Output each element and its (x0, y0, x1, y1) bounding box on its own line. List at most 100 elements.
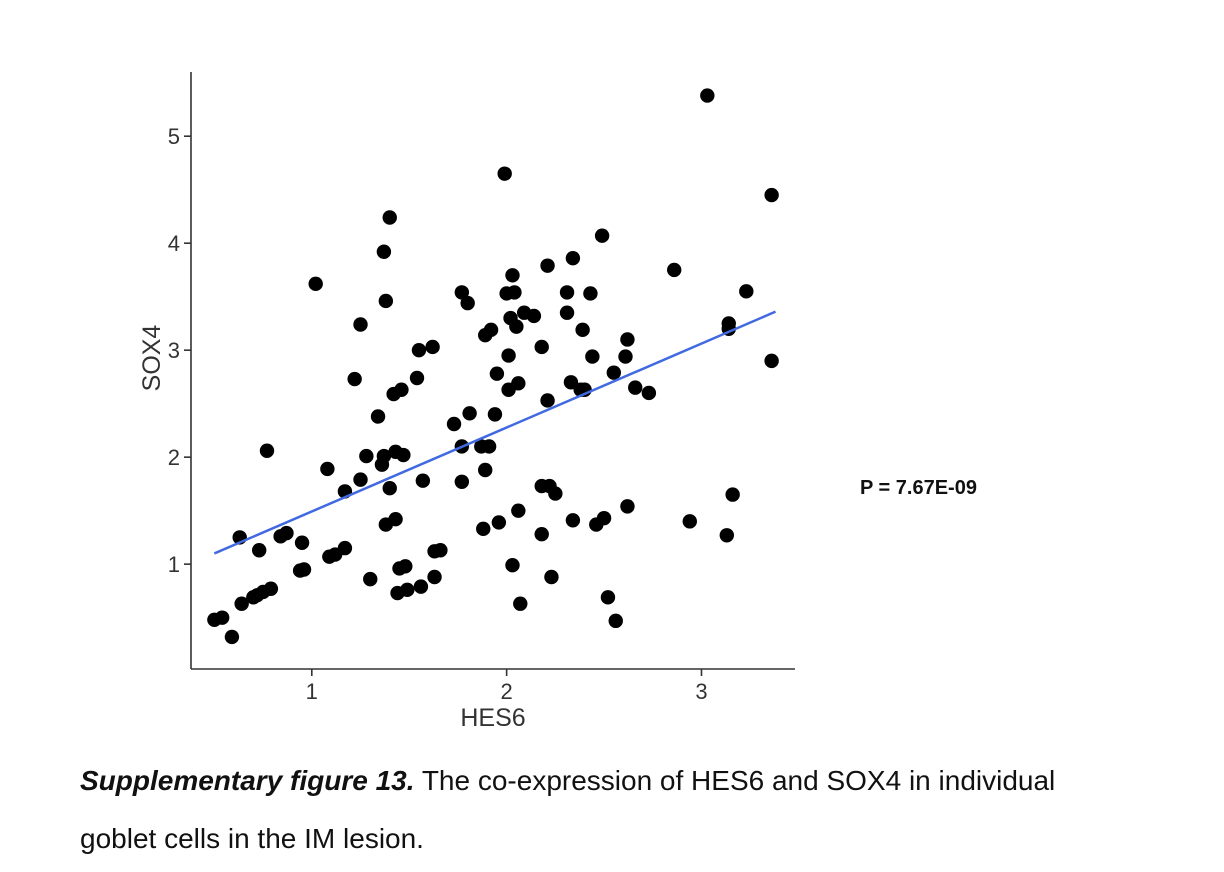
data-point (476, 521, 491, 537)
x-axis-title: HES6 (460, 704, 525, 732)
y-tick-label: 5 (168, 124, 180, 149)
data-point (507, 285, 522, 300)
data-point (501, 348, 516, 363)
data-point (505, 558, 520, 573)
scatter-chart: 1 2 3 4 5 1 2 3 HES6 SOX4 P = 7.67E-09 (138, 72, 977, 732)
data-point (509, 319, 524, 334)
data-point (320, 461, 335, 477)
data-point (376, 448, 392, 464)
data-point (462, 406, 477, 421)
data-point (559, 305, 575, 320)
data-point (620, 332, 635, 347)
y-tick-label: 3 (168, 338, 180, 363)
data-point (433, 543, 448, 558)
data-point (376, 244, 392, 259)
data-point (378, 293, 394, 309)
data-point (497, 166, 512, 181)
y-tick-label: 2 (168, 445, 180, 470)
caption-label: Supplementary figure 13. (80, 765, 415, 796)
data-point (446, 416, 462, 432)
data-point (575, 322, 590, 338)
data-point (559, 285, 575, 300)
data-point (764, 353, 779, 369)
y-tick-label: 4 (168, 231, 180, 256)
data-point (526, 308, 542, 324)
data-point (263, 581, 279, 596)
data-point (388, 512, 403, 527)
data-point (594, 228, 610, 243)
data-point (347, 371, 362, 387)
y-axis-title: SOX4 (138, 325, 166, 392)
data-point (565, 250, 581, 266)
data-point (353, 317, 368, 332)
data-point (308, 276, 323, 292)
p-value-annotation: P = 7.67E-09 (860, 477, 977, 499)
x-tick-label: 1 (306, 679, 318, 704)
data-point (409, 370, 425, 386)
data-point (739, 284, 754, 299)
data-point (548, 486, 563, 501)
data-point (540, 258, 555, 273)
data-point (411, 342, 427, 358)
x-tick-label: 3 (695, 679, 707, 704)
data-point (454, 474, 470, 489)
data-point (413, 579, 429, 594)
data-point (396, 447, 411, 463)
axes: 1 2 3 4 5 1 2 3 (168, 72, 795, 704)
data-point (511, 376, 526, 391)
data-point (259, 443, 275, 458)
data-point (400, 582, 415, 598)
data-point (563, 375, 579, 390)
data-point (279, 525, 294, 541)
data-point (764, 187, 779, 203)
data-point (394, 382, 409, 397)
data-point (296, 562, 312, 577)
data-point (487, 407, 503, 422)
data-point (425, 339, 440, 355)
data-point (224, 629, 240, 645)
data-point (398, 559, 413, 574)
caption-line-1: Supplementary figure 13. The co-expressi… (80, 752, 1210, 810)
data-point (565, 513, 581, 528)
data-point (294, 535, 310, 550)
data-point (600, 590, 616, 605)
data-point (682, 514, 697, 529)
regression-line (213, 310, 777, 555)
data-point (618, 349, 633, 364)
data-point (596, 510, 612, 526)
data-point (234, 596, 249, 611)
data-point (700, 88, 715, 103)
data-point (667, 262, 682, 278)
data-point (628, 380, 643, 395)
data-point (214, 610, 230, 625)
data-point (359, 448, 374, 464)
data-point (363, 571, 378, 587)
data-point (337, 540, 353, 556)
x-tick-label: 2 (501, 679, 513, 704)
data-point (251, 543, 267, 558)
data-point (585, 349, 600, 364)
caption-line-2: goblet cells in the IM lesion. (80, 823, 424, 854)
data-point (620, 499, 635, 514)
data-point (719, 528, 735, 543)
data-point (511, 503, 526, 518)
data-point (382, 210, 397, 225)
data-point (382, 480, 397, 496)
data-point (534, 526, 549, 542)
figure-caption: Supplementary figure 13. The co-expressi… (80, 752, 1210, 868)
data-point (489, 366, 505, 381)
data-point (460, 295, 475, 311)
data-point (534, 339, 549, 355)
data-point (478, 462, 493, 478)
data-point (481, 439, 497, 454)
data-point (540, 393, 555, 408)
data-point (608, 613, 623, 629)
data-point (491, 515, 507, 530)
data-point (641, 385, 657, 401)
points-layer (207, 88, 779, 645)
data-point (415, 473, 431, 488)
data-point (353, 472, 368, 487)
data-point (583, 286, 598, 301)
data-point (370, 409, 386, 424)
data-point (427, 569, 442, 585)
